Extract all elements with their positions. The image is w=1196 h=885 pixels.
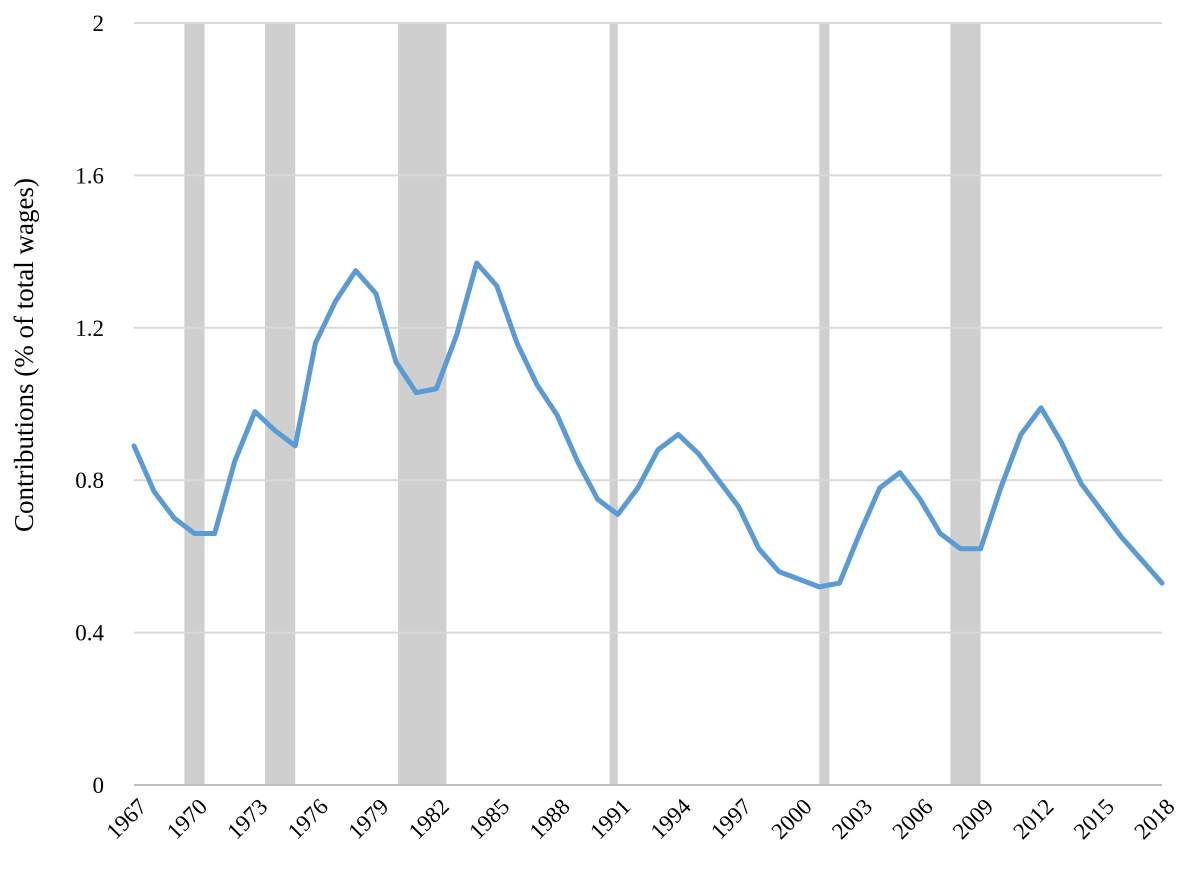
- recession-band-5: [950, 23, 981, 785]
- y-tick-label: 0: [93, 773, 105, 798]
- x-tick-label: 2003: [827, 794, 877, 844]
- x-tick-label: 2018: [1129, 794, 1179, 844]
- y-tick-label: 0.8: [75, 468, 104, 493]
- y-tick-label: 2: [93, 11, 105, 36]
- x-tick-label: 1979: [343, 794, 393, 844]
- x-tick-label: 1991: [585, 794, 635, 844]
- x-tick-label: 1967: [101, 794, 151, 844]
- x-tick-label: 1976: [283, 794, 333, 844]
- x-tick-label: 1988: [525, 794, 575, 844]
- gridlines: [134, 22, 1162, 786]
- y-tick-label: 1.6: [75, 163, 104, 188]
- x-tick-label: 2000: [767, 794, 817, 844]
- recession-band-1: [265, 23, 296, 785]
- x-tick-label: 1970: [162, 794, 212, 844]
- series-line-0: [131, 260, 1165, 590]
- x-tick-label: 1985: [464, 794, 514, 844]
- series-lines: [131, 260, 1165, 590]
- x-tick-label: 2009: [948, 794, 998, 844]
- x-tick-label: 2012: [1008, 794, 1058, 844]
- x-tick-label: 2015: [1069, 794, 1119, 844]
- x-axis-ticks: 1967 1970 1973 1976 1979 1982 1985 1988 1991 1994…: [101, 794, 1179, 845]
- recession-band-4: [819, 23, 830, 785]
- y-tick-label: 1.2: [75, 316, 104, 341]
- y-tick-label: 0.4: [75, 621, 104, 646]
- recession-band-3: [609, 23, 618, 785]
- x-tick-label: 1997: [706, 794, 756, 844]
- recession-band-0: [184, 23, 205, 785]
- x-tick-label: 1982: [404, 794, 454, 844]
- recession-band-2: [398, 23, 447, 785]
- recession-bands: [184, 23, 981, 785]
- x-tick-label: 1973: [222, 794, 272, 844]
- y-axis-title: Contributions (% of total wages): [9, 178, 39, 532]
- x-tick-label: 2006: [887, 794, 937, 844]
- y-axis-ticks: 0 0.4 0.8 1.2 1.6 2: [75, 11, 104, 798]
- x-tick-label: 1994: [646, 794, 697, 845]
